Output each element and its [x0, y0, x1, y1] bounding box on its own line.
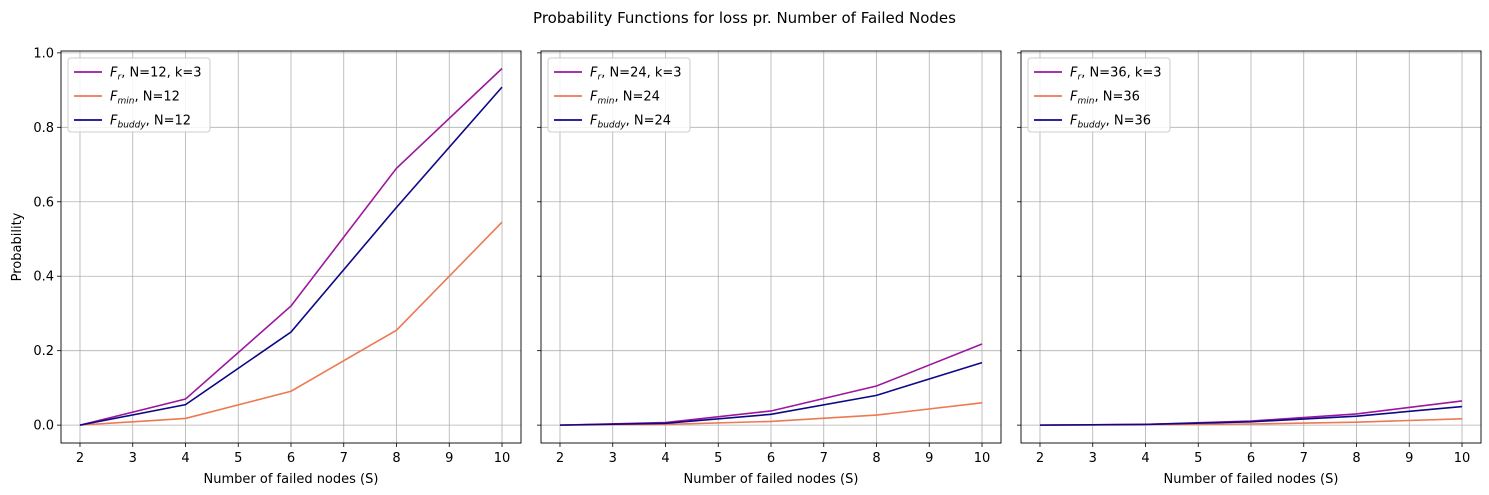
- legend-label: Fbuddy, N=24: [590, 114, 671, 131]
- x-tick-label: 9: [445, 451, 453, 466]
- x-tick-label: 4: [1141, 451, 1149, 466]
- figure-suptitle: Probability Functions for loss pr. Numbe…: [533, 9, 956, 27]
- legend: Fr, N=36, k=3 Fmin, N=36 Fbuddy, N=36: [1027, 57, 1171, 133]
- legend-label: Fbuddy, N=36: [1070, 114, 1151, 131]
- legend: Fr, N=24, k=3 Fmin, N=24 Fbuddy, N=24: [547, 57, 691, 133]
- x-tick-label: 10: [974, 451, 991, 466]
- y-tick-label: 1.0: [33, 46, 54, 61]
- y-tick-label: 0.4: [33, 270, 54, 285]
- legend-label: Fr, N=24, k=3: [590, 66, 682, 83]
- x-axis-label: Number of failed nodes (S): [1164, 472, 1339, 487]
- x-tick-label: 3: [609, 451, 617, 466]
- x-tick-label: 4: [661, 451, 669, 466]
- subplot-1: 2 3 4 5 6 7 8 9 10 0.0 0.2 0.4 0.6 0.8 1.0 Number of fa…: [10, 46, 522, 487]
- x-tick-label: 5: [1194, 451, 1202, 466]
- x-tick-label: 7: [340, 451, 348, 466]
- x-axis-label: Number of failed nodes (S): [684, 472, 859, 487]
- series-line-f-buddy: [559, 361, 983, 426]
- x-tick-label: 5: [714, 451, 722, 466]
- x-tick-label: 3: [1089, 451, 1097, 466]
- legend-label: Fbuddy, N=12: [110, 114, 191, 131]
- x-tick-label: 9: [925, 451, 933, 466]
- x-tick-label: 6: [287, 451, 295, 466]
- y-tick-label: 0.0: [33, 419, 54, 434]
- x-tick-label: 8: [872, 451, 880, 466]
- subplot-3: 2 3 4 5 6 7 8 9 10 Number of failed nodes (S) Fr, …: [1017, 50, 1482, 487]
- series-line-f-buddy: [79, 86, 503, 426]
- subplot-2: 2 3 4 5 6 7 8 9 10 Number of failed nodes (S) Fr, …: [537, 50, 1002, 487]
- legend-box: [67, 57, 211, 133]
- y-tick-label: 0.2: [33, 344, 54, 359]
- legend-label: Fmin, N=24: [590, 90, 660, 107]
- series-line-f-r: [79, 67, 503, 426]
- legend-label: Fmin, N=36: [1070, 90, 1140, 107]
- x-tick-label: 2: [556, 451, 564, 466]
- x-tick-label: 7: [1300, 451, 1308, 466]
- x-tick-label: 7: [820, 451, 828, 466]
- subplots: 2 3 4 5 6 7 8 9 10 0.0 0.2 0.4 0.6 0.8 1.0 Number of fa…: [10, 46, 1482, 487]
- legend-box: [1027, 57, 1171, 133]
- legend-label: Fr, N=12, k=3: [110, 66, 202, 83]
- y-tick-label: 0.8: [33, 121, 54, 136]
- legend-label: Fr, N=36, k=3: [1070, 66, 1162, 83]
- x-tick-label: 5: [234, 451, 242, 466]
- x-tick-label: 10: [1454, 451, 1471, 466]
- x-tick-label: 9: [1405, 451, 1413, 466]
- legend: Fr, N=12, k=3 Fmin, N=12 Fbuddy, N=12: [67, 57, 211, 133]
- legend-box: [547, 57, 691, 133]
- x-tick-label: 8: [1352, 451, 1360, 466]
- series-line-f-buddy: [1039, 405, 1463, 426]
- x-tick-label: 6: [1247, 451, 1255, 466]
- x-tick-label: 2: [76, 451, 84, 466]
- x-tick-label: 8: [392, 451, 400, 466]
- x-tick-label: 2: [1036, 451, 1044, 466]
- x-tick-label: 3: [129, 451, 137, 466]
- legend-label: Fmin, N=12: [110, 90, 180, 107]
- y-axis-label: Probability: [10, 212, 25, 281]
- x-tick-label: 6: [767, 451, 775, 466]
- x-tick-label: 4: [181, 451, 189, 466]
- x-tick-label: 10: [494, 451, 511, 466]
- x-axis-label: Number of failed nodes (S): [204, 472, 379, 487]
- y-tick-label: 0.6: [33, 195, 54, 210]
- series-line-f-min: [79, 221, 503, 426]
